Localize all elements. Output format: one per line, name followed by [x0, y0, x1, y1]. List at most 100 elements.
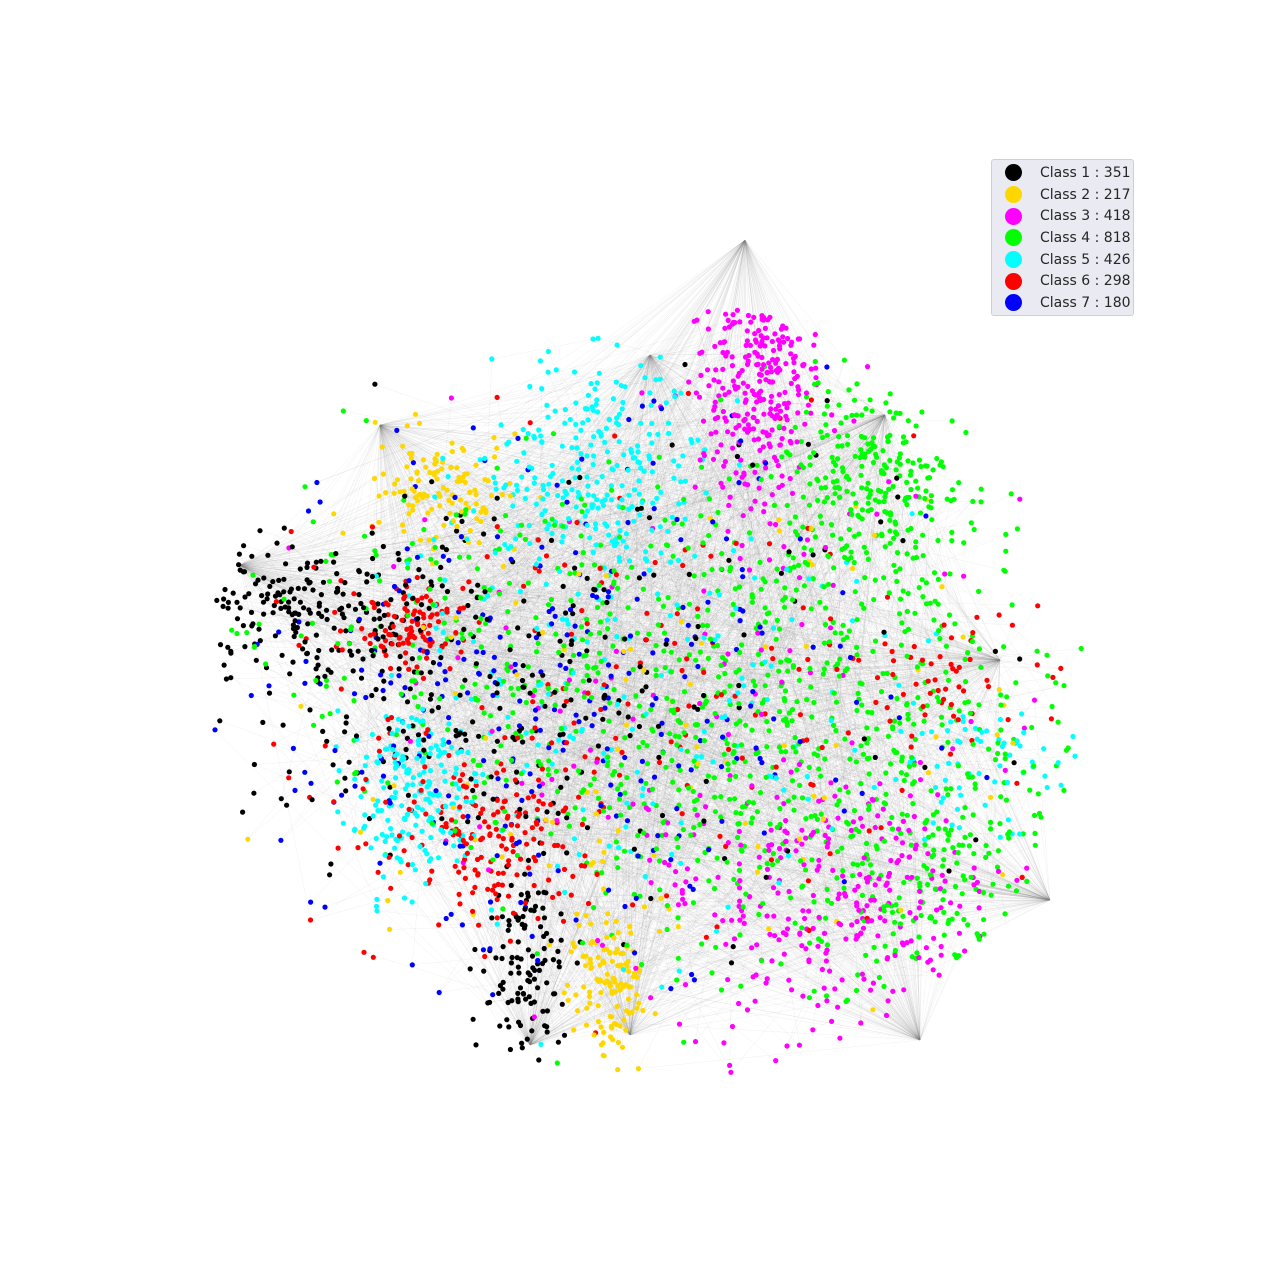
- node-class-4: [858, 447, 864, 453]
- node-class-2: [766, 926, 772, 932]
- node-class-5: [629, 726, 636, 732]
- node-class-4: [852, 453, 858, 459]
- node-class-6: [531, 854, 537, 861]
- node-class-3: [912, 846, 919, 852]
- node-class-7: [308, 899, 314, 905]
- node-class-2: [615, 1039, 622, 1046]
- node-class-6: [510, 849, 516, 855]
- node-class-4: [724, 859, 730, 865]
- node-class-2: [626, 984, 632, 990]
- node-class-4: [474, 566, 480, 572]
- node-class-4: [812, 534, 819, 540]
- node-class-6: [591, 769, 597, 775]
- node-class-3: [865, 918, 871, 924]
- node-class-5: [619, 406, 625, 412]
- node-class-7: [396, 673, 402, 679]
- node-class-6: [456, 891, 462, 898]
- node-class-1: [253, 657, 259, 663]
- node-class-1: [695, 623, 701, 630]
- node-class-3: [836, 891, 842, 897]
- node-class-4: [800, 883, 806, 889]
- node-class-6: [536, 798, 542, 804]
- node-class-7: [459, 922, 465, 928]
- node-class-1: [281, 525, 287, 531]
- node-class-3: [877, 915, 883, 921]
- node-class-5: [781, 787, 787, 793]
- node-class-3: [720, 408, 727, 415]
- node-class-6: [500, 836, 506, 842]
- node-class-4: [636, 744, 642, 750]
- node-class-6: [579, 608, 585, 614]
- node-class-1: [397, 653, 403, 660]
- node-class-4: [732, 586, 738, 592]
- node-class-4: [794, 767, 800, 773]
- node-class-4: [699, 464, 705, 470]
- node-class-1: [527, 979, 533, 985]
- node-class-3: [887, 887, 893, 893]
- node-class-4: [581, 653, 587, 659]
- node-class-4: [891, 562, 897, 568]
- node-class-3: [792, 376, 798, 382]
- node-class-4: [532, 687, 538, 694]
- node-class-1: [320, 579, 327, 585]
- node-class-2: [448, 464, 454, 470]
- node-class-4: [1013, 888, 1020, 894]
- node-class-2: [583, 1022, 590, 1028]
- node-class-6: [536, 568, 542, 574]
- node-class-2: [383, 490, 389, 496]
- node-class-5: [1044, 784, 1050, 791]
- node-class-1: [325, 667, 331, 673]
- node-class-2: [576, 922, 582, 928]
- node-class-4: [807, 454, 813, 460]
- node-class-4: [975, 933, 981, 939]
- node-class-4: [908, 842, 914, 848]
- node-class-3: [788, 351, 794, 357]
- node-class-7: [627, 633, 634, 639]
- legend-label: Class 4 : 818: [1040, 229, 1131, 246]
- node-class-4: [943, 786, 949, 792]
- node-class-5: [504, 441, 510, 447]
- node-class-3: [645, 807, 652, 813]
- node-class-3: [789, 987, 795, 993]
- node-class-5: [919, 730, 925, 737]
- node-class-4: [618, 812, 624, 818]
- node-class-2: [406, 502, 412, 508]
- node-class-7: [740, 608, 746, 614]
- node-class-4: [978, 664, 984, 670]
- node-class-4: [460, 635, 466, 642]
- node-class-4: [858, 472, 864, 478]
- node-class-4: [698, 513, 704, 519]
- node-class-5: [432, 494, 438, 500]
- node-class-7: [606, 887, 612, 893]
- node-class-6: [717, 833, 723, 839]
- node-class-7: [457, 843, 463, 849]
- node-class-6: [494, 896, 500, 903]
- legend-label: Class 6 : 298: [1040, 273, 1131, 290]
- node-class-5: [896, 682, 902, 688]
- node-class-6: [399, 617, 405, 623]
- node-class-1: [506, 1024, 512, 1030]
- node-class-4: [970, 741, 976, 747]
- node-class-5: [436, 753, 442, 759]
- node-class-4: [901, 879, 907, 886]
- node-class-1: [274, 540, 280, 546]
- node-class-4: [885, 438, 891, 445]
- node-class-1: [372, 381, 378, 387]
- node-class-6: [401, 595, 407, 602]
- node-class-1: [544, 1008, 551, 1014]
- node-class-4: [789, 707, 796, 713]
- node-class-1: [337, 607, 343, 613]
- node-class-4: [553, 768, 560, 774]
- node-class-3: [740, 513, 746, 519]
- node-class-4: [711, 775, 717, 781]
- node-class-2: [397, 489, 403, 495]
- node-class-4: [587, 631, 594, 637]
- node-class-4: [668, 649, 674, 655]
- node-class-2: [604, 971, 610, 977]
- node-class-4: [707, 636, 714, 642]
- node-class-3: [911, 813, 918, 820]
- node-class-6: [362, 635, 368, 642]
- node-class-5: [776, 880, 782, 886]
- node-class-5: [420, 759, 426, 765]
- node-class-6: [359, 626, 365, 632]
